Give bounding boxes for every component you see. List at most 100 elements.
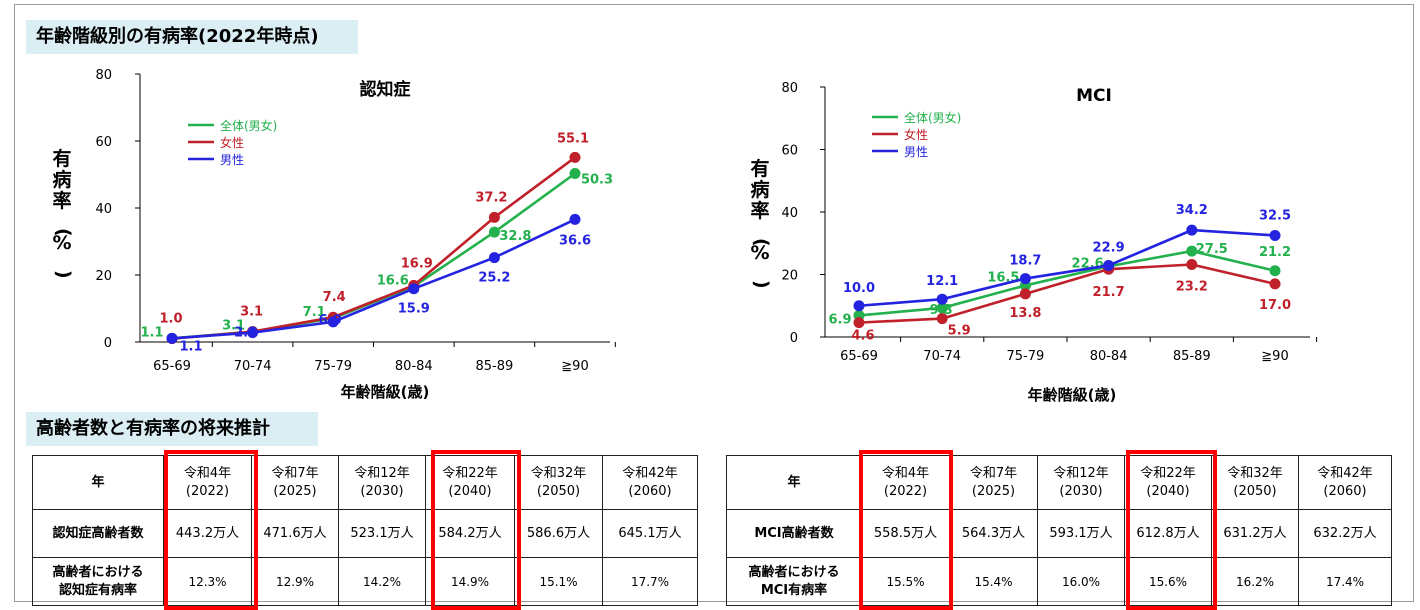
y-tick-label: 0 (104, 336, 112, 351)
data-label-female: 5.9 (948, 324, 971, 339)
count-cell: 558.5万人 (861, 509, 950, 558)
rate-cell: 15.1% (514, 557, 603, 606)
x-tick-label: 75-79 (314, 359, 352, 374)
data-point-male (853, 300, 865, 312)
x-axis-title: 年齢階級(歳) (1028, 386, 1117, 404)
y-tick-label: 20 (781, 269, 798, 284)
row-label-rate: 高齢者における 認知症有病率 (32, 557, 164, 606)
chart-title: 認知症 (360, 79, 411, 100)
year-header-cell: 令和4年 (2022) (163, 455, 252, 510)
count-cell: 631.2万人 (1211, 509, 1299, 558)
data-label-male: 2.8 (234, 326, 257, 341)
table-row: 高齢者における 認知症有病率 12.3% 12.9% 14.2% 14.9% 15… (32, 557, 698, 606)
mci-line-chart: 0 20 40 60 80 65-69 70-74 75-79 80-84 85-89 ≧90 MCI… (750, 81, 1318, 404)
x-tick-label: 80-84 (395, 359, 433, 374)
count-cell: 584.2万人 (425, 509, 515, 558)
data-point-female (1186, 259, 1198, 270)
data-point-male (327, 316, 339, 328)
year-header-cell: 令和12年 (2030) (1037, 455, 1125, 510)
year-header-cell: 令和7年 (2025) (949, 455, 1038, 510)
data-label-male: 15.9 (398, 302, 430, 317)
data-label-male: 32.5 (1259, 208, 1291, 223)
data-label-male: 22.9 (1093, 240, 1125, 255)
rate-cell: 12.3% (163, 557, 252, 606)
x-tick-label: 75-79 (1007, 349, 1045, 364)
year-header-cell: 令和22年 (2040) (425, 455, 515, 510)
dementia-line-chart: 0 20 40 60 80 65-69 70-74 75-79 80-84 85-89 ≧90 認知症… (52, 68, 616, 401)
count-cell: 564.3万人 (949, 509, 1038, 558)
rate-cell: 17.7% (602, 557, 698, 606)
x-tick-label: 65-69 (153, 359, 191, 374)
data-label-male: 25.2 (478, 271, 510, 286)
rate-cell: 15.4% (949, 557, 1038, 606)
data-label-female: 55.1 (557, 131, 589, 146)
y-axis-title: 有病率(%) (52, 147, 74, 279)
data-point-female (1269, 278, 1281, 290)
data-label-total: 21.2 (1259, 245, 1291, 260)
rate-cell: 16.0% (1037, 557, 1125, 606)
year-header-cell: 令和12年 (2030) (338, 455, 426, 510)
chart-title: MCI (1076, 86, 1112, 106)
rate-cell: 16.2% (1211, 557, 1299, 606)
row-label-count: MCI高齢者数 (726, 509, 862, 558)
count-cell: 645.1万人 (602, 509, 698, 558)
year-header-cell: 令和42年 (2060) (602, 455, 698, 510)
dementia-projection-table: 年 令和4年 (2022) 令和7年 (2025) 令和12年 (2030) 令和22… (32, 455, 698, 606)
row-label-count: 認知症高齢者数 (32, 509, 164, 558)
data-point-male (247, 327, 259, 339)
data-label-female: 3.1 (240, 305, 263, 320)
figure-frame (14, 4, 1414, 602)
count-cell: 471.6万人 (251, 509, 339, 558)
data-point-female (569, 151, 581, 163)
data-label-male: 36.6 (559, 233, 591, 248)
legend-label-total: 全体(男女) (904, 110, 961, 125)
x-tick-label: 80-84 (1090, 349, 1128, 364)
series-line-female (858, 263, 1276, 324)
data-point-male (1269, 229, 1281, 241)
legend-label-male: 男性 (220, 153, 244, 167)
y-tick-label: 60 (95, 135, 112, 150)
rate-cell: 14.2% (338, 557, 426, 606)
year-header-cell: 令和4年 (2022) (861, 455, 950, 510)
data-point-female (936, 313, 948, 325)
legend-label-total: 全体(男女) (220, 118, 277, 133)
rate-cell: 15.5% (861, 557, 950, 606)
table-corner-cell: 年 (726, 455, 862, 510)
y-tick-label: 20 (95, 269, 112, 284)
row-label-rate: 高齢者における MCI有病率 (726, 557, 862, 606)
data-point-male (408, 283, 420, 295)
data-label-male: 18.7 (1009, 254, 1041, 269)
rate-cell: 17.4% (1298, 557, 1392, 606)
data-point-total (1269, 265, 1281, 277)
rate-cell: 14.9% (425, 557, 515, 606)
table-row: MCI高齢者数 558.5万人 564.3万人 593.1万人 612.8万人 … (726, 509, 1392, 558)
year-header-cell: 令和32年 (2050) (1211, 455, 1299, 510)
count-cell: 612.8万人 (1124, 509, 1212, 558)
data-label-total: 6.9 (828, 312, 851, 327)
y-tick-label: 80 (781, 81, 798, 96)
data-label-total: 27.5 (1196, 242, 1228, 257)
x-tick-label: ≧90 (1261, 349, 1288, 364)
data-point-total (936, 302, 948, 314)
data-point-total (1186, 245, 1198, 257)
count-cell: 443.2万人 (163, 509, 252, 558)
table-row: 年 令和4年 (2022) 令和7年 (2025) 令和12年 (2030) 令和22… (726, 455, 1392, 510)
data-point-male (569, 213, 581, 225)
count-cell: 586.6万人 (514, 509, 603, 558)
y-axis-title: 有病率(%) (750, 157, 772, 289)
x-tick-label: 70-74 (923, 349, 961, 364)
series-line-total (858, 249, 1276, 317)
section-title-projection: 高齢者数と有病率の将来推計 (26, 412, 318, 446)
data-label-male: 6.0 (319, 313, 342, 328)
year-header-cell: 令和32年 (2050) (514, 455, 603, 510)
table-corner-cell: 年 (32, 455, 164, 510)
table-row: 高齢者における MCI有病率 15.5% 15.4% 16.0% 15.6% 16… (726, 557, 1392, 606)
data-point-male (1103, 259, 1115, 271)
section-title-prevalence: 年齢階級別の有病率(2022年時点) (26, 20, 358, 54)
table-row: 年 令和4年 (2022) 令和7年 (2025) 令和12年 (2030) 令和22… (32, 455, 698, 510)
year-header-cell: 令和42年 (2060) (1298, 455, 1392, 510)
data-label-female: 7.4 (323, 290, 346, 305)
x-tick-label: ≧90 (561, 359, 588, 374)
legend-label-female: 女性 (220, 135, 244, 150)
data-point-male (1019, 273, 1031, 285)
